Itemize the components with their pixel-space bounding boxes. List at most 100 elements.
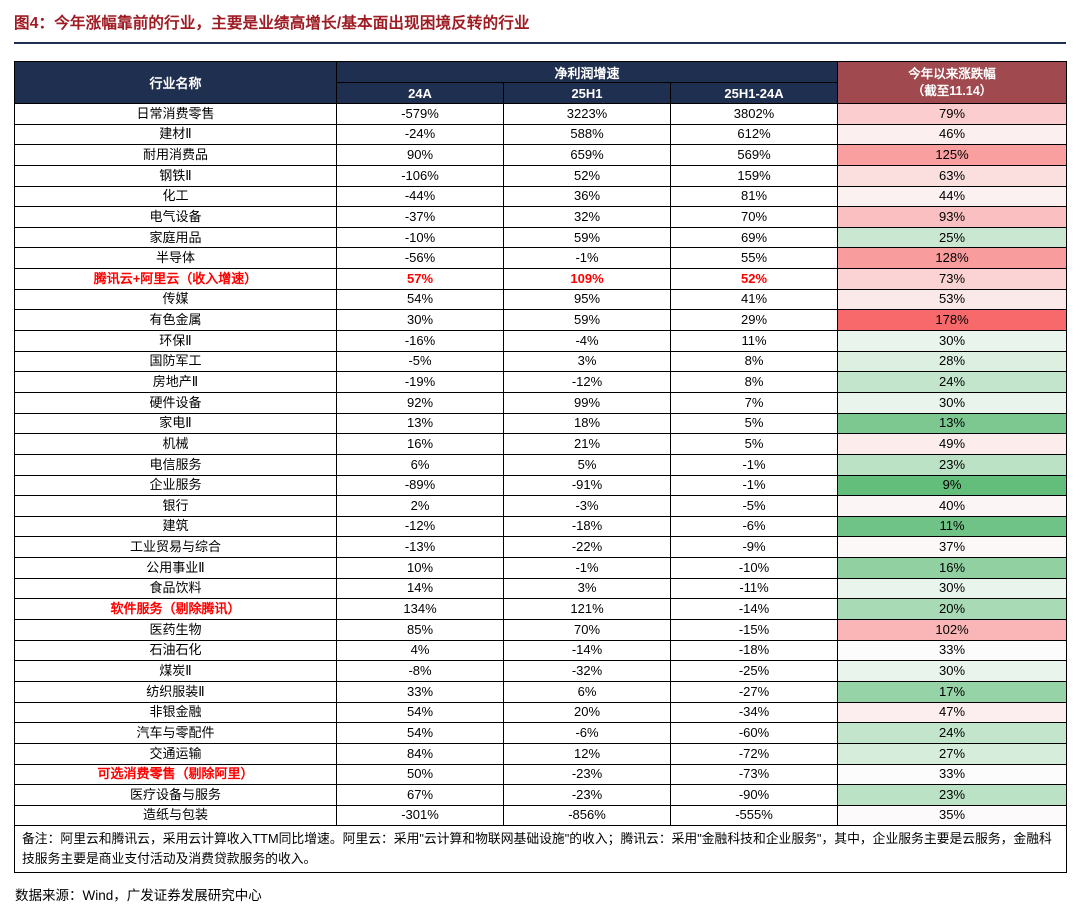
- profit-growth-cell: -13%: [336, 536, 504, 559]
- table-row: 造纸与包装 -301% -856% -555% 35%: [14, 804, 1068, 827]
- profit-growth-cell: -1%: [669, 474, 839, 497]
- industry-name-cell: 软件服务（剔除腾讯）: [14, 598, 337, 621]
- profit-growth-cell: 14%: [336, 577, 504, 600]
- profit-growth-cell: -12%: [503, 371, 671, 393]
- ytd-change-cell: 17%: [837, 680, 1068, 703]
- table-row: 硬件设备 92% 99% 7% 30%: [14, 391, 1068, 414]
- profit-growth-cell: 30%: [336, 309, 504, 332]
- industry-name-cell: 半导体: [14, 247, 337, 270]
- table-row: 机械 16% 21% 5% 49%: [14, 433, 1068, 455]
- profit-growth-cell: -3%: [503, 495, 671, 517]
- ytd-change-cell: 28%: [837, 350, 1068, 373]
- profit-growth-cell: 54%: [336, 288, 504, 311]
- industry-name-cell: 有色金属: [14, 309, 337, 332]
- industry-name-cell: 非银金融: [14, 701, 337, 724]
- profit-growth-cell: 29%: [669, 309, 839, 332]
- profit-growth-cell: 2%: [336, 495, 504, 517]
- industry-name-cell: 电信服务: [14, 453, 337, 476]
- profit-growth-cell: -555%: [669, 804, 839, 827]
- profit-growth-cell: 95%: [503, 288, 671, 311]
- profit-growth-cell: -23%: [503, 763, 671, 786]
- industry-name-cell: 银行: [14, 495, 337, 517]
- profit-growth-cell: 54%: [336, 701, 504, 724]
- profit-growth-cell: -16%: [336, 330, 504, 352]
- profit-growth-cell: 55%: [669, 247, 839, 270]
- notes-row: 备注：阿里云和腾讯云，采用云计算收入TTM同比增速。阿里云：采用"云计算和物联网…: [13, 825, 1068, 874]
- profit-growth-cell: -34%: [669, 701, 839, 724]
- table-row: 非银金融 54% 20% -34% 47%: [14, 701, 1068, 724]
- ytd-change-cell: 24%: [837, 722, 1068, 744]
- ytd-change-cell: 30%: [837, 660, 1068, 682]
- profit-growth-cell: -14%: [503, 639, 671, 662]
- industry-name-cell: 造纸与包装: [14, 804, 337, 827]
- ytd-change-cell: 63%: [837, 164, 1068, 187]
- profit-growth-cell: 4%: [336, 639, 504, 662]
- ytd-change-cell: 9%: [837, 474, 1068, 497]
- industry-name-cell: 煤炭Ⅱ: [14, 660, 337, 682]
- industry-name-cell: 环保Ⅱ: [14, 330, 337, 352]
- table-row: 医药生物 85% 70% -15% 102%: [14, 619, 1068, 641]
- header-row-2: 24A 25H1 25H1-24A: [15, 82, 1067, 104]
- profit-growth-cell: 3%: [503, 350, 671, 373]
- ytd-change-cell: 128%: [837, 247, 1068, 270]
- profit-growth-cell: -579%: [336, 103, 504, 125]
- ytd-change-cell: 20%: [837, 598, 1068, 621]
- col-header-25h1: 25H1: [503, 82, 671, 104]
- table-row: 房地产Ⅱ -19% -12% 8% 24%: [14, 371, 1068, 393]
- profit-growth-cell: 50%: [336, 763, 504, 786]
- profit-growth-cell: 92%: [336, 391, 504, 414]
- profit-growth-cell: 57%: [336, 268, 504, 290]
- table-notes: 备注：阿里云和腾讯云，采用云计算收入TTM同比增速。阿里云：采用"云计算和物联网…: [13, 825, 1068, 874]
- profit-growth-cell: -91%: [503, 474, 671, 497]
- table-row: 电气设备 -37% 32% 70% 93%: [14, 206, 1068, 228]
- profit-growth-cell: 11%: [669, 330, 839, 352]
- ytd-change-cell: 33%: [837, 639, 1068, 662]
- profit-growth-cell: -24%: [336, 123, 504, 146]
- ytd-change-cell: 30%: [837, 330, 1068, 352]
- table-row: 钢铁Ⅱ -106% 52% 159% 63%: [14, 164, 1068, 187]
- ytd-change-cell: 46%: [837, 123, 1068, 146]
- col-header-industry: 行业名称: [14, 61, 337, 104]
- ytd-change-cell: 24%: [837, 371, 1068, 393]
- table-row: 医疗设备与服务 67% -23% -90% 23%: [14, 784, 1068, 806]
- profit-growth-cell: -18%: [669, 639, 839, 662]
- ytd-change-cell: 13%: [837, 412, 1068, 435]
- profit-growth-cell: -15%: [669, 619, 839, 641]
- industry-name-cell: 食品饮料: [14, 577, 337, 600]
- profit-growth-cell: 16%: [336, 433, 504, 455]
- table-row: 家庭用品 -10% 59% 69% 25%: [14, 226, 1068, 249]
- industry-name-cell: 国防军工: [14, 350, 337, 373]
- profit-growth-cell: 569%: [669, 144, 839, 166]
- table-row: 食品饮料 14% 3% -11% 30%: [14, 577, 1068, 600]
- table-row: 化工 -44% 36% 81% 44%: [14, 185, 1068, 208]
- profit-growth-cell: 109%: [503, 268, 671, 290]
- industry-name-cell: 建材Ⅱ: [14, 123, 337, 146]
- profit-growth-cell: 6%: [336, 453, 504, 476]
- profit-growth-cell: 612%: [669, 123, 839, 146]
- profit-growth-cell: -301%: [336, 804, 504, 827]
- profit-growth-cell: 8%: [669, 371, 839, 393]
- ytd-change-cell: 53%: [837, 288, 1068, 311]
- profit-growth-cell: -1%: [503, 557, 671, 579]
- industry-name-cell: 家电Ⅱ: [14, 412, 337, 435]
- ytd-change-cell: 79%: [837, 103, 1068, 125]
- profit-growth-cell: -60%: [669, 722, 839, 744]
- col-header-ytd-change: 今年以来涨跌幅 （截至11.14）: [837, 61, 1068, 104]
- profit-growth-cell: 59%: [503, 309, 671, 332]
- table-row: 煤炭Ⅱ -8% -32% -25% 30%: [14, 660, 1068, 682]
- ytd-change-cell: 178%: [837, 309, 1068, 332]
- page: 图4：今年涨幅靠前的行业，主要是业绩高增长/基本面出现困境反转的行业 行业名称 …: [13, 15, 1068, 903]
- profit-growth-cell: -37%: [336, 206, 504, 228]
- ytd-header-line1: 今年以来涨跌幅: [908, 67, 996, 82]
- industry-name-cell: 化工: [14, 185, 337, 208]
- profit-growth-cell: -1%: [503, 247, 671, 270]
- profit-growth-cell: 84%: [336, 742, 504, 765]
- table-row: 工业贸易与综合 -13% -22% -9% 37%: [14, 536, 1068, 559]
- industry-name-cell: 日常消费零售: [14, 103, 337, 125]
- profit-growth-cell: -6%: [669, 515, 839, 538]
- table-row: 半导体 -56% -1% 55% 128%: [14, 247, 1068, 270]
- profit-growth-cell: -22%: [503, 536, 671, 559]
- profit-growth-cell: 36%: [503, 185, 671, 208]
- profit-growth-cell: -19%: [336, 371, 504, 393]
- profit-growth-cell: 5%: [503, 453, 671, 476]
